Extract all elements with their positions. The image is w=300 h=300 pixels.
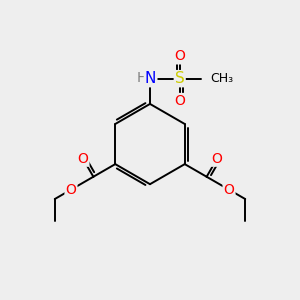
Text: CH₃: CH₃ xyxy=(210,72,233,85)
Text: O: O xyxy=(77,152,88,166)
Text: O: O xyxy=(65,183,76,197)
Text: O: O xyxy=(174,50,185,63)
Text: N: N xyxy=(145,71,156,86)
Text: O: O xyxy=(212,152,223,166)
Text: O: O xyxy=(224,183,235,197)
Text: S: S xyxy=(175,71,184,86)
Text: O: O xyxy=(174,94,185,108)
Text: H: H xyxy=(136,71,147,85)
